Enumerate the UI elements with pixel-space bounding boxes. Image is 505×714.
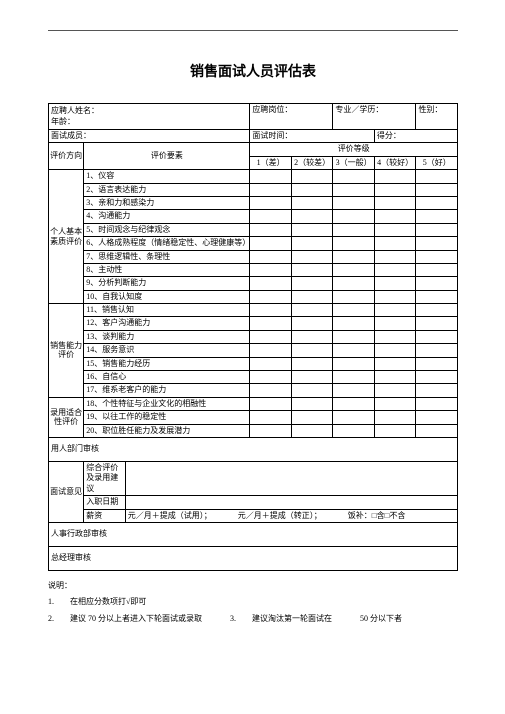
edu-label: 专业／学历： [335, 105, 383, 114]
item: 3、亲和力和感染力 [84, 196, 250, 209]
sec2-label: 销售能力评价 [49, 304, 84, 398]
dept-approval: 用人部门审核 [49, 437, 458, 461]
item: 20、职位胜任能力及发展潜力 [84, 424, 250, 437]
opinion-label: 面试意见 [49, 461, 84, 522]
grade-col: 2（较差） [291, 156, 333, 169]
sugg-label: 综合评价及录用建议 [84, 461, 126, 495]
notes: 说明： 1. 在相应分数项打√即可 2. 建议 70 分以上者进入下轮面试或录取… [48, 579, 458, 626]
interviewer-label: 面试成员： [49, 130, 250, 143]
element-label: 评价要素 [84, 143, 250, 170]
item: 6、人格成熟程度（情绪稳定性、心理健康等） [84, 237, 250, 250]
item: 2、语言表达能力 [84, 183, 250, 196]
grade-col: 1（差） [250, 156, 292, 169]
item: 9、分析判断能力 [84, 277, 250, 290]
item: 18、个性特征与企业文化的相融性 [84, 397, 250, 410]
salary-line: 元／月＋提成（试用）；元／月＋提成（转正）；饭补：□含□不含 [125, 509, 457, 522]
date-label: 入职日期 [84, 496, 126, 509]
name-label: 应聘人姓名： [51, 106, 247, 116]
item: 13、谈判能力 [84, 330, 250, 343]
grade-col: 4（较好） [374, 156, 416, 169]
item: 19、以往工作的稳定性 [84, 411, 250, 424]
time-label: 面试时间： [250, 130, 375, 143]
grade-col: 5（好） [416, 156, 458, 169]
item: 14、服务意识 [84, 344, 250, 357]
age-label: 年龄： [51, 117, 247, 127]
grade-label: 评价等级 [250, 143, 458, 156]
eval-table: 应聘人姓名： 年龄： 应聘岗位： 专业／学历： 性别： 面试成员： 面试时间： … [48, 103, 458, 571]
item: 17、维系老客户的能力 [84, 384, 250, 397]
item: 1、仪容 [84, 170, 250, 183]
item: 11、销售认知 [84, 304, 250, 317]
item: 15、销售能力经历 [84, 357, 250, 370]
gm-approval: 总经理审核 [49, 546, 458, 570]
item: 16、自信心 [84, 371, 250, 384]
score-label: 得分： [374, 130, 457, 143]
dir-label: 评价方向 [49, 143, 84, 170]
gender-label: 性别： [418, 105, 442, 114]
item: 10、自我认知度 [84, 290, 250, 303]
item: 4、沟通能力 [84, 210, 250, 223]
sec3-label: 录用适合性评价 [49, 397, 84, 437]
item: 8、主动性 [84, 263, 250, 276]
hr-approval: 人事行政部审核 [49, 522, 458, 546]
item: 5、时间观念与纪律观念 [84, 223, 250, 236]
salary-label: 薪资 [84, 509, 126, 522]
page-title: 销售面试人员评估表 [48, 61, 458, 81]
item: 7、思维逻辑性、条理性 [84, 250, 250, 263]
item: 12、客户沟通能力 [84, 317, 250, 330]
grade-col: 3（一般） [333, 156, 375, 169]
sec1-label: 个人基本素质评价 [49, 170, 84, 304]
position-label: 应聘岗位： [252, 105, 292, 114]
